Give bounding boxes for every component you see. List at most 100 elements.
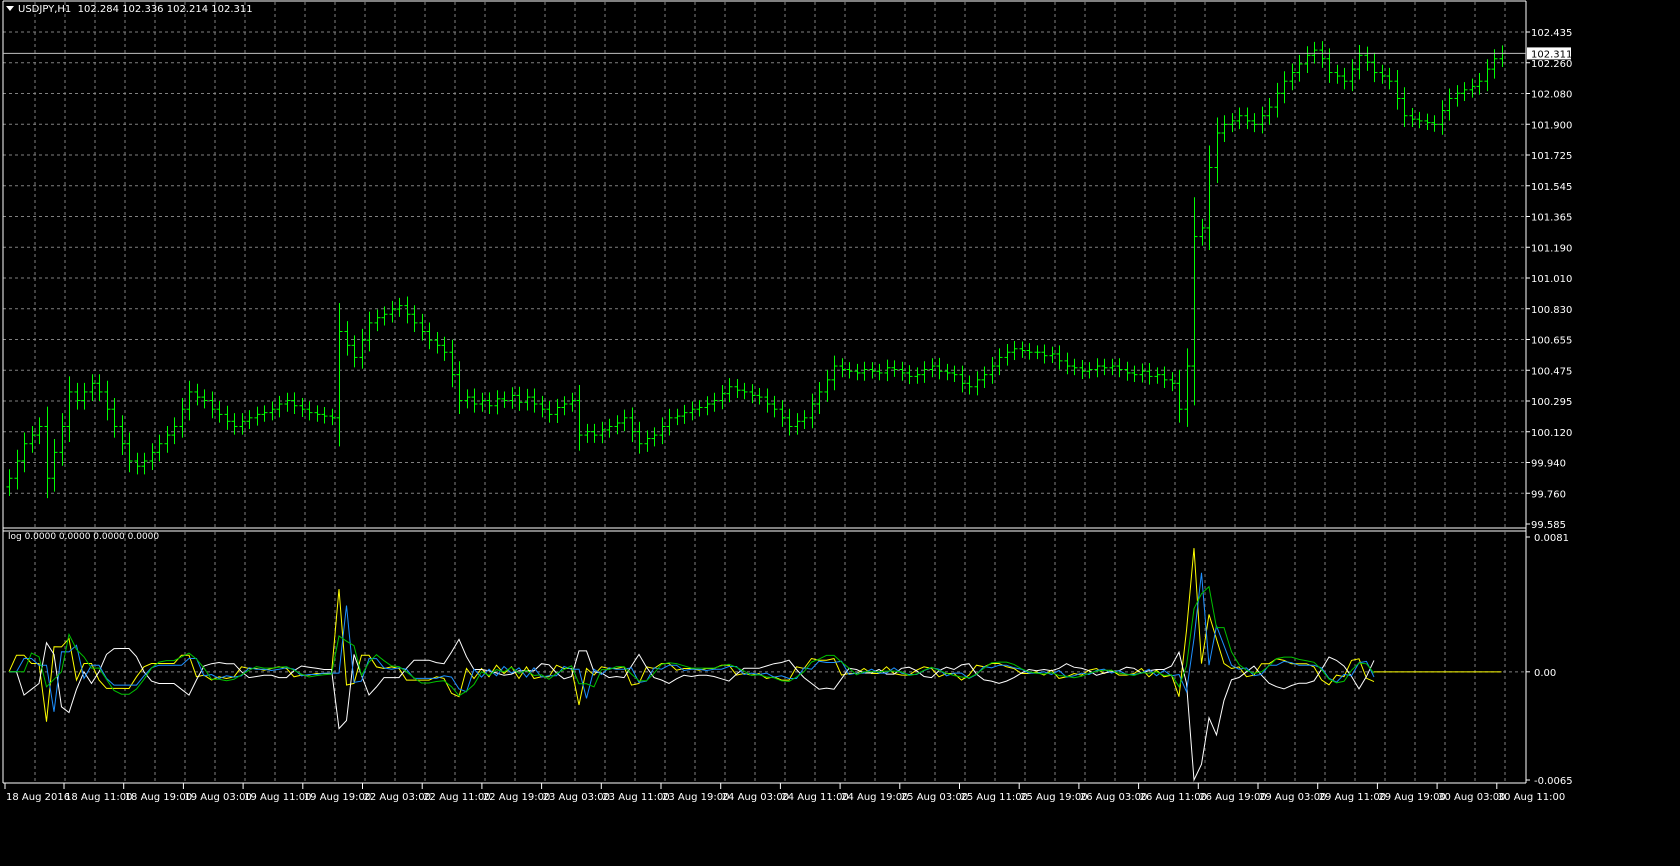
price-bar (771, 395, 778, 418)
price-bar (14, 449, 21, 490)
price-bar (321, 407, 328, 424)
price-bar (186, 380, 193, 421)
price-bar (1064, 352, 1071, 375)
price-bar (51, 438, 58, 492)
price-bar (179, 397, 186, 438)
price-axis[interactable]: 102.435 102.260 102.080 101.900 101.725 101.5… (1526, 28, 1572, 531)
price-bar (854, 363, 861, 381)
price-bar (74, 382, 81, 410)
price-tick-label: 101.365 (1531, 213, 1572, 224)
price-bar (1244, 107, 1251, 130)
price-tick-label: 100.655 (1531, 336, 1572, 347)
price-bar (126, 432, 133, 473)
price-bar (726, 378, 733, 403)
price-bar (291, 392, 298, 414)
price-bar (1356, 44, 1363, 80)
price-bar (1251, 113, 1258, 133)
price-bar (1221, 115, 1228, 143)
price-bar (794, 413, 801, 435)
price-bar (1026, 343, 1033, 360)
price-bar (1094, 358, 1101, 378)
price-bar (1274, 82, 1281, 118)
price-bar (1019, 341, 1026, 358)
price-bar (59, 413, 66, 466)
price-tick-label: 100.830 (1531, 305, 1572, 316)
price-bar (591, 423, 598, 443)
indicator-tick-label: 0.0081 (1534, 533, 1569, 544)
price-bar (1454, 85, 1461, 107)
price-bar (936, 357, 943, 380)
price-bar (21, 432, 28, 473)
price-bar (1304, 46, 1311, 73)
price-bar (1056, 345, 1063, 370)
price-bar (209, 391, 216, 419)
time-tick-label: 18 Aug 19:00 (125, 792, 192, 803)
indicator-line-yellow (8, 548, 1375, 722)
indicator-lines (8, 548, 1502, 782)
price-tick-label: 102.435 (1531, 28, 1572, 39)
price-bar (1116, 358, 1123, 378)
price-bar (374, 309, 381, 332)
time-tick-label: 29 Aug 11:00 (1319, 792, 1386, 803)
price-bar (719, 385, 726, 410)
indicator-line-white (9, 638, 1375, 782)
price-bar (606, 418, 613, 438)
price-bar (254, 406, 261, 426)
price-bar (891, 360, 898, 377)
price-bar (1484, 59, 1491, 92)
price-bar (1236, 107, 1243, 130)
price-bar (351, 335, 358, 368)
ohlc-readout: 102.284 102.336 102.214 102.311 (77, 4, 253, 15)
price-tick-label: 101.190 (1531, 243, 1572, 254)
price-bar (666, 408, 673, 436)
price-bar (194, 383, 201, 406)
price-bar (284, 392, 291, 412)
price-bar (276, 395, 283, 418)
time-tick-label: 22 Aug 19:00 (483, 792, 550, 803)
price-bar (389, 300, 396, 323)
price-bar (366, 311, 373, 352)
price-tick-label: 101.725 (1531, 151, 1572, 162)
time-tick-label: 19 Aug 19:00 (304, 792, 371, 803)
price-bar (299, 397, 306, 417)
price-bar (1446, 88, 1453, 121)
price-bar (1049, 346, 1056, 364)
price-bar (869, 362, 876, 379)
price-bar (1154, 367, 1161, 384)
price-bar (344, 321, 351, 356)
price-bar (501, 391, 508, 408)
time-tick-label: 24 Aug 19:00 (841, 792, 908, 803)
price-tick-label: 99.760 (1531, 489, 1566, 500)
price-bar (381, 306, 388, 326)
chart-title[interactable]: USDJPY,H1 102.284 102.336 102.214 102.31… (6, 4, 253, 15)
price-bar (224, 405, 231, 430)
price-bar (239, 413, 246, 435)
price-bar (1424, 113, 1431, 130)
price-bar (846, 362, 853, 379)
price-bar (1011, 341, 1018, 360)
time-tick-label: 26 Aug 11:00 (1140, 792, 1207, 803)
price-bar (336, 303, 343, 447)
price-bar (201, 389, 208, 409)
price-bar (231, 413, 238, 435)
price-bar (576, 385, 583, 451)
price-bar (29, 426, 36, 453)
time-tick-label: 18 Aug 2016 (6, 792, 70, 803)
price-bar (681, 404, 688, 424)
price-bar (1109, 358, 1116, 376)
price-bar (1281, 71, 1288, 104)
bid-line: 102.311 (3, 47, 1572, 60)
price-bar (704, 396, 711, 416)
current-price-box (1527, 47, 1571, 60)
price-bar (779, 400, 786, 427)
dropdown-triangle-icon[interactable] (6, 6, 14, 11)
price-bar (411, 305, 418, 332)
price-bar (449, 339, 456, 388)
price-bar (1476, 73, 1483, 95)
price-bar (1214, 117, 1221, 184)
price-bar (171, 417, 178, 445)
price-bar (1491, 49, 1498, 79)
price-bar (1401, 87, 1408, 127)
